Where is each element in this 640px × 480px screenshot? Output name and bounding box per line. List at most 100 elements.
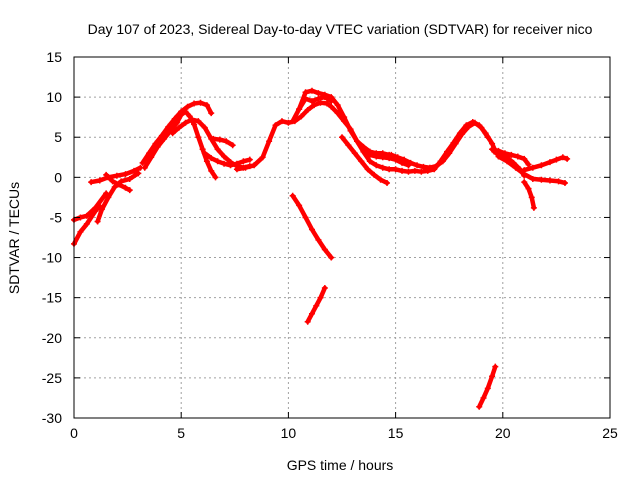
series-track-05 — [103, 171, 133, 194]
data-point — [538, 176, 545, 183]
data-point — [459, 131, 466, 138]
data-point — [203, 158, 210, 165]
chart-title: Day 107 of 2023, Sidereal Day-to-day VTE… — [88, 21, 593, 37]
data-point — [272, 122, 279, 129]
data-point — [328, 254, 335, 261]
data-point — [495, 153, 502, 160]
series-track-24 — [476, 363, 499, 410]
series-track-14 — [339, 134, 391, 186]
x-tick-label: 15 — [388, 425, 404, 441]
series-track-04 — [94, 170, 142, 225]
y-axis-label: SDTVAR / TECUs — [6, 182, 22, 294]
data-point — [176, 124, 183, 131]
data-point — [433, 163, 440, 170]
x-tick-label: 5 — [177, 425, 185, 441]
data-point — [126, 175, 133, 182]
data-point — [386, 166, 393, 173]
data-point — [302, 95, 309, 102]
data-point — [538, 162, 545, 169]
data-point — [139, 159, 146, 166]
data-point — [83, 212, 90, 219]
data-point — [173, 119, 180, 126]
data-point — [504, 158, 511, 165]
data-point — [304, 106, 311, 113]
data-point — [103, 171, 110, 178]
data-point — [480, 394, 487, 401]
data-point — [379, 150, 386, 157]
data-point — [122, 184, 129, 191]
data-point — [321, 285, 328, 292]
axis-ticks: 0 5 10 15 20 25 -30 -25 -20 -15 -10 -5 0 5 10 15 — [42, 49, 618, 441]
data-point — [521, 179, 528, 186]
y-tick-label: -25 — [42, 370, 62, 386]
data-point — [555, 178, 562, 185]
data-point — [514, 153, 521, 160]
data-point — [308, 226, 315, 233]
y-tick-label: 10 — [46, 89, 62, 105]
data-point — [184, 103, 191, 110]
data-point — [315, 95, 322, 102]
data-point — [341, 114, 348, 121]
data-point — [221, 160, 228, 167]
data-point — [197, 99, 204, 106]
data-point — [285, 119, 292, 126]
data-point — [116, 181, 123, 188]
data-point — [564, 155, 571, 162]
data-point — [452, 140, 459, 147]
y-tick-label: -15 — [42, 290, 62, 306]
y-tick-label: 5 — [54, 129, 62, 145]
data-point — [242, 164, 249, 171]
data-point — [98, 206, 105, 213]
data-point — [289, 118, 296, 125]
data-point — [407, 159, 414, 166]
data-point — [354, 138, 361, 145]
y-tick-label: 15 — [46, 49, 62, 65]
data-point — [529, 164, 536, 171]
data-point — [418, 168, 425, 175]
data-point — [525, 161, 532, 168]
data-point — [317, 294, 324, 301]
data-point — [298, 113, 305, 120]
data-point — [113, 172, 120, 179]
data-point — [394, 154, 401, 161]
data-point — [345, 142, 352, 149]
data-point — [135, 170, 142, 177]
data-point — [399, 167, 406, 174]
data-point — [233, 166, 240, 173]
data-point — [508, 151, 515, 158]
x-axis-label: GPS time / hours — [287, 457, 394, 473]
data-point — [392, 166, 399, 173]
data-point — [289, 192, 296, 199]
data-point — [227, 162, 234, 169]
data-point — [553, 156, 560, 163]
data-point — [199, 146, 206, 153]
data-point — [484, 134, 491, 141]
data-point — [201, 150, 208, 157]
series-track-21 — [521, 179, 537, 211]
data-point — [203, 102, 210, 109]
y-tick-label: -5 — [50, 209, 63, 225]
data-point — [492, 363, 499, 370]
data-point — [411, 167, 418, 174]
data-point — [246, 156, 253, 163]
data-point — [302, 214, 309, 221]
data-point — [313, 302, 320, 309]
data-point — [111, 183, 118, 190]
data-point — [373, 150, 380, 157]
data-point — [521, 155, 528, 162]
data-point — [165, 123, 172, 130]
data-point — [304, 318, 311, 325]
series-track-13 — [289, 94, 335, 125]
data-point — [471, 119, 478, 126]
data-point — [126, 187, 133, 194]
data-point — [278, 118, 285, 125]
series-track-12 — [296, 87, 399, 161]
series-track-22 — [289, 192, 335, 261]
series-track-23 — [304, 285, 328, 325]
data-point — [476, 403, 483, 410]
data-point — [94, 218, 101, 225]
data-point — [182, 119, 189, 126]
data-point — [182, 108, 189, 115]
y-tick-label: -20 — [42, 330, 62, 346]
